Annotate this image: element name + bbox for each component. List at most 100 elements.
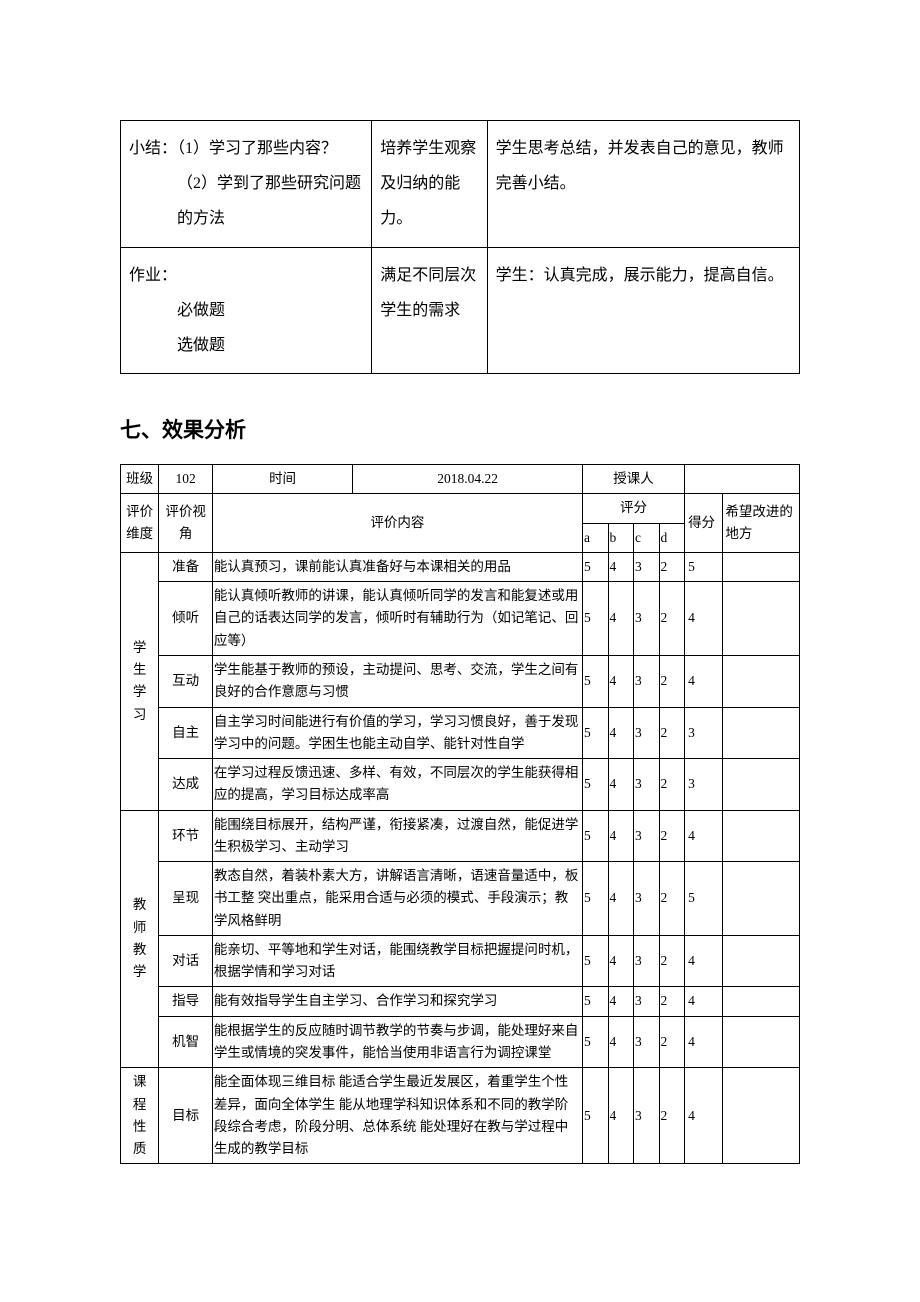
rating-c: 3 bbox=[634, 759, 660, 811]
table-row: 机智能根据学生的反应随时调节教学的节奏与步调，能处理好来自学生或情境的突发事件，… bbox=[121, 1016, 800, 1068]
score-cell: 4 bbox=[685, 935, 723, 987]
summary-cell: 小结：（1）学习了那些内容？（2）学到了那些研究问题的方法 bbox=[121, 121, 372, 248]
summary-cell: 作业：必做题选做题 bbox=[121, 247, 372, 374]
rating-a: 5 bbox=[583, 935, 609, 987]
instructor-label: 授课人 bbox=[583, 465, 685, 494]
score-cell: 4 bbox=[685, 987, 723, 1016]
rating-b: 4 bbox=[608, 1016, 634, 1068]
content-cell: 在学习过程反馈迅速、多样、有效，不同层次的学生能获得相应的提高，学习目标达成率高 bbox=[212, 759, 582, 811]
summary-line: （2）学到了那些研究问题的方法 bbox=[129, 166, 363, 236]
rating-col-d: d bbox=[659, 523, 685, 552]
content-cell: 能亲切、平等地和学生对话，能围绕教学目标把握提问时机，根据学情和学习对话 bbox=[212, 935, 582, 987]
rating-a: 5 bbox=[583, 1068, 609, 1164]
improve-cell bbox=[723, 810, 800, 862]
aspect-cell: 达成 bbox=[159, 759, 213, 811]
rating-c: 3 bbox=[634, 862, 660, 936]
category-cell: 学生学习 bbox=[121, 552, 159, 810]
table-row: 课程性质目标能全面体现三维目标 能适合学生最近发展区，着重学生个性差异，面向全体… bbox=[121, 1068, 800, 1164]
summary-cell: 学生：认真完成，展示能力，提高自信。 bbox=[487, 247, 799, 374]
rating-b: 4 bbox=[608, 1068, 634, 1164]
score-cell: 5 bbox=[685, 862, 723, 936]
rating-c: 3 bbox=[634, 1016, 660, 1068]
rating-d: 2 bbox=[659, 810, 685, 862]
summary-line: 选做题 bbox=[129, 328, 363, 363]
improve-header: 希望改进的地方 bbox=[723, 494, 800, 553]
rating-a: 5 bbox=[583, 582, 609, 656]
rating-header: 评分 bbox=[583, 494, 685, 523]
score-cell: 5 bbox=[685, 552, 723, 581]
score-cell: 4 bbox=[685, 655, 723, 707]
table-row: 互动学生能基于教师的预设，主动提问、思考、交流，学生之间有良好的合作意愿与习惯5… bbox=[121, 655, 800, 707]
content-cell: 能围绕目标展开，结构严谨，衔接紧凑，过渡自然，能促进学生积极学习、主动学习 bbox=[212, 810, 582, 862]
rating-c: 3 bbox=[634, 655, 660, 707]
rating-a: 5 bbox=[583, 1016, 609, 1068]
rating-c: 3 bbox=[634, 707, 660, 759]
rating-d: 2 bbox=[659, 1068, 685, 1164]
category-cell: 教师教学 bbox=[121, 810, 159, 1068]
rating-c: 3 bbox=[634, 1068, 660, 1164]
rating-c: 3 bbox=[634, 987, 660, 1016]
content-cell: 能认真预习，课前能认真准备好与本课相关的用品 bbox=[212, 552, 582, 581]
aspect-cell: 机智 bbox=[159, 1016, 213, 1068]
rating-d: 2 bbox=[659, 707, 685, 759]
rating-b: 4 bbox=[608, 655, 634, 707]
rating-a: 5 bbox=[583, 759, 609, 811]
evaluation-table: 班级102时间2018.04.22授课人评价维度评价视角评价内容评分得分希望改进… bbox=[120, 464, 800, 1164]
time-value: 2018.04.22 bbox=[353, 465, 583, 494]
rating-d: 2 bbox=[659, 655, 685, 707]
time-label: 时间 bbox=[212, 465, 352, 494]
rating-b: 4 bbox=[608, 810, 634, 862]
aspect-cell: 倾听 bbox=[159, 582, 213, 656]
score-header: 得分 bbox=[685, 494, 723, 553]
angle-header: 评价视角 bbox=[159, 494, 213, 553]
content-cell: 自主学习时间能进行有价值的学习，学习习惯良好，善于发现学习中的问题。学困生也能主… bbox=[212, 707, 582, 759]
improve-cell bbox=[723, 862, 800, 936]
table-row: 指导能有效指导学生自主学习、合作学习和探究学习54324 bbox=[121, 987, 800, 1016]
aspect-cell: 对话 bbox=[159, 935, 213, 987]
table-row: 对话能亲切、平等地和学生对话，能围绕教学目标把握提问时机，根据学情和学习对话54… bbox=[121, 935, 800, 987]
rating-b: 4 bbox=[608, 552, 634, 581]
content-cell: 能认真倾听教师的讲课，能认真倾听同学的发言和能复述或用自己的话表达同学的发言，倾… bbox=[212, 582, 582, 656]
rating-col-c: c bbox=[634, 523, 660, 552]
rating-b: 4 bbox=[608, 987, 634, 1016]
content-cell: 学生能基于教师的预设，主动提问、思考、交流，学生之间有良好的合作意愿与习惯 bbox=[212, 655, 582, 707]
rating-d: 2 bbox=[659, 582, 685, 656]
rating-b: 4 bbox=[608, 759, 634, 811]
rating-b: 4 bbox=[608, 862, 634, 936]
rating-d: 2 bbox=[659, 987, 685, 1016]
rating-c: 3 bbox=[634, 582, 660, 656]
table-row: 学生学习准备能认真预习，课前能认真准备好与本课相关的用品54325 bbox=[121, 552, 800, 581]
score-cell: 4 bbox=[685, 1016, 723, 1068]
improve-cell bbox=[723, 987, 800, 1016]
improve-cell bbox=[723, 552, 800, 581]
table-row: 教师教学环节能围绕目标展开，结构严谨，衔接紧凑，过渡自然，能促进学生积极学习、主… bbox=[121, 810, 800, 862]
rating-d: 2 bbox=[659, 935, 685, 987]
score-cell: 3 bbox=[685, 759, 723, 811]
table-row: 倾听能认真倾听教师的讲课，能认真倾听同学的发言和能复述或用自己的话表达同学的发言… bbox=[121, 582, 800, 656]
rating-d: 2 bbox=[659, 862, 685, 936]
score-cell: 4 bbox=[685, 1068, 723, 1164]
content-header: 评价内容 bbox=[212, 494, 582, 553]
rating-d: 2 bbox=[659, 1016, 685, 1068]
content-cell: 能全面体现三维目标 能适合学生最近发展区，着重学生个性差异，面向全体学生 能从地… bbox=[212, 1068, 582, 1164]
rating-col-b: b bbox=[608, 523, 634, 552]
summary-line: 必做题 bbox=[129, 293, 363, 328]
class-value: 102 bbox=[159, 465, 213, 494]
rating-c: 3 bbox=[634, 552, 660, 581]
aspect-cell: 准备 bbox=[159, 552, 213, 581]
summary-line: 作业： bbox=[129, 258, 363, 293]
class-label: 班级 bbox=[121, 465, 159, 494]
rating-a: 5 bbox=[583, 862, 609, 936]
rating-col-a: a bbox=[583, 523, 609, 552]
improve-cell bbox=[723, 935, 800, 987]
rating-c: 3 bbox=[634, 810, 660, 862]
rating-b: 4 bbox=[608, 935, 634, 987]
aspect-cell: 指导 bbox=[159, 987, 213, 1016]
aspect-cell: 自主 bbox=[159, 707, 213, 759]
summary-line: 小结：（1）学习了那些内容？ bbox=[129, 131, 363, 166]
dimension-header: 评价维度 bbox=[121, 494, 159, 553]
table-row: 呈现教态自然，着装朴素大方，讲解语言清晰，语速音量适中，板书工整 突出重点，能采… bbox=[121, 862, 800, 936]
summary-cell: 培养学生观察及归纳的能力。 bbox=[372, 121, 487, 248]
score-cell: 3 bbox=[685, 707, 723, 759]
improve-cell bbox=[723, 655, 800, 707]
